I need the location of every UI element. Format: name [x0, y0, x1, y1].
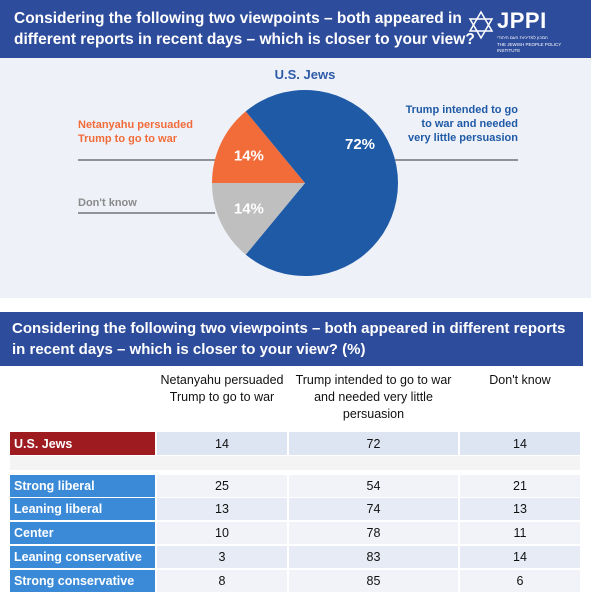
logo-english: THE JEWISH PEOPLE POLICY INSTITUTE [497, 42, 562, 53]
table-cell: 74 [289, 498, 458, 520]
row-label: Leaning conservative [10, 546, 155, 568]
table-title-bar [0, 312, 583, 366]
table-cell: 85 [289, 570, 458, 592]
table-cell: 21 [460, 475, 580, 497]
header-bar [0, 0, 591, 58]
table-cell: 72 [289, 432, 458, 455]
table-cell: 10 [157, 522, 287, 544]
chart-title: U.S. Jews [274, 67, 336, 82]
table-title: Considering the following two viewpoints… [12, 320, 566, 358]
row-label: Center [10, 522, 155, 544]
row-label: Leaning liberal [10, 498, 155, 520]
column-header: Netanyahu persuaded Trump to go to war [160, 373, 284, 404]
slice-label: 72% [345, 136, 375, 153]
slice-category: Trump intended to go to war and needed v… [405, 104, 518, 144]
table-cell: 25 [157, 475, 287, 497]
row-label: Strong conservative [10, 570, 155, 592]
table-cell: 13 [460, 498, 580, 520]
table-cell: 8 [157, 570, 287, 592]
slice-category: Netanyahu persuaded Trump to go to war [78, 119, 193, 145]
slice-label: 14% [234, 148, 264, 165]
table-cell: 13 [157, 498, 287, 520]
pie-slice [245, 90, 398, 276]
table-cell: 54 [289, 475, 458, 497]
column-header: Trump intended to go to war and needed v… [295, 373, 452, 421]
table-cell: 3 [157, 546, 287, 568]
table-cell: 14 [460, 546, 580, 568]
row-label: Strong liberal [10, 475, 155, 497]
table-cell: 6 [460, 570, 580, 592]
logo-star [468, 10, 494, 40]
column-header: Don't know [489, 373, 551, 387]
slice-category: Don't know [78, 197, 137, 209]
table-cell: 11 [460, 522, 580, 544]
logo-hebrew: המכון למדיניות העם היהודי [497, 35, 548, 40]
table-cell: 14 [460, 432, 580, 455]
slice-label: 14% [234, 200, 264, 217]
table-cell: 83 [289, 546, 458, 568]
table-cell: 78 [289, 522, 458, 544]
row-label: U.S. Jews [10, 432, 155, 455]
pie-slice [212, 111, 305, 183]
table-cell: 14 [157, 432, 287, 455]
pie-chart: 14% 72% 14% [78, 90, 518, 276]
spacer-row [10, 456, 580, 470]
logo: JPPI [497, 8, 547, 33]
header-title: Considering the following two viewpoints… [14, 10, 475, 48]
pie-slice [212, 183, 305, 255]
